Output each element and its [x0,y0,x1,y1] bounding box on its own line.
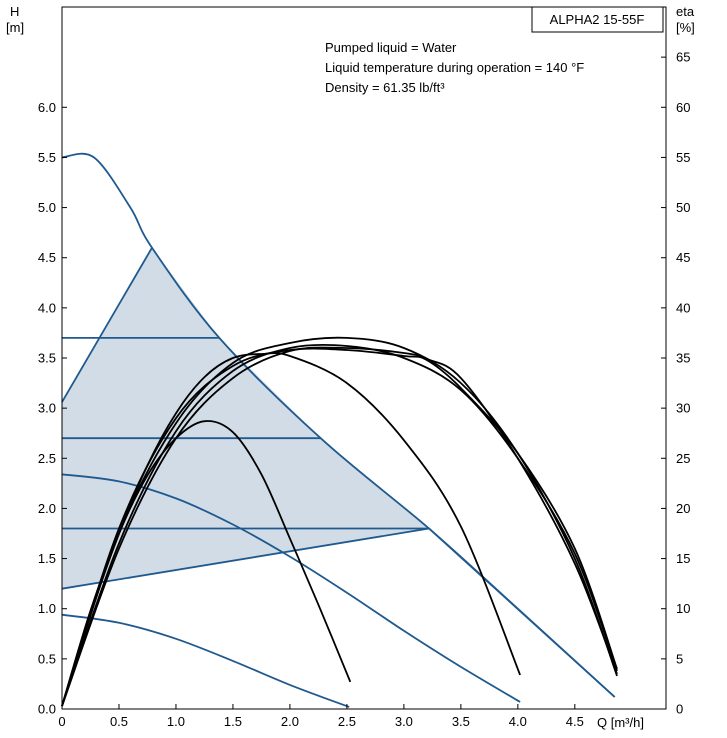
y-right-tick-label: 65 [676,50,690,65]
x-tick-label: 4.0 [509,714,527,729]
efficiency-curve-6 [61,347,618,707]
y-right-tick-label: 5 [676,651,683,666]
y-left-title-line2: [m] [6,20,24,35]
y-left-tick-label: 4.0 [38,300,56,315]
y-left-tick-label: 0.5 [38,651,56,666]
ticks-layer: 0 0.5 1.0 1.5 2.0 2.5 3.0 3.5 4.0 4.5 0.0 0.5 1.0 1.5… [38,50,691,729]
y-left-tick-label: 5.0 [38,200,56,215]
y-left-tick-label: 3.5 [38,351,56,366]
x-tick-label: 3.5 [452,714,470,729]
x-tick-label: 1.0 [167,714,185,729]
x-tick-label: 0 [58,714,65,729]
y-right-tick-label: 10 [676,601,690,616]
y-right-tick-label: 0 [676,702,683,717]
operating-region-layer [62,247,429,589]
note-temperature: Liquid temperature during operation = 14… [325,60,584,75]
y-right-tick-label: 15 [676,551,690,566]
y-right-tick-label: 50 [676,200,690,215]
x-tick-label: 0.5 [110,714,128,729]
y-left-tick-label: 3.0 [38,401,56,416]
head-curve-2 [61,247,153,403]
x-tick-label: 4.5 [566,714,584,729]
y-right-tick-label: 55 [676,150,690,165]
x-tick-label: 3.0 [395,714,413,729]
efficiency-curve-5 [61,343,618,707]
y-right-title-line1: eta [676,4,695,19]
y-left-tick-label: 2.5 [38,451,56,466]
y-left-tick-label: 1.0 [38,601,56,616]
efficiency-curves-layer [61,336,618,707]
y-left-tick-label: 5.5 [38,150,56,165]
y-right-tick-label: 20 [676,501,690,516]
y-left-tick-label: 6.0 [38,100,56,115]
head-curves-layer [61,152,616,708]
x-tick-label: 2.5 [338,714,356,729]
y-left-tick-label: 0.0 [38,702,56,717]
x-tick-label: 1.5 [224,714,242,729]
y-left-tick-label: 1.5 [38,551,56,566]
head-curve-8 [61,613,350,708]
x-axis-title: Q [m³/h] [597,715,644,730]
x-tick-label: 2.0 [281,714,299,729]
y-right-tick-label: 40 [676,300,690,315]
y-left-tick-label: 4.5 [38,250,56,265]
y-right-tick-label: 60 [676,100,690,115]
operating-region [62,247,429,589]
y-left-tick-label: 2.0 [38,501,56,516]
y-right-title-line2: [%] [676,20,695,35]
efficiency-curve-3 [61,346,618,707]
y-right-tick-label: 30 [676,401,690,416]
title-box [531,6,664,33]
y-left-title-line1: H [10,4,19,19]
y-right-tick-label: 45 [676,250,690,265]
y-right-tick-label: 35 [676,351,690,366]
y-right-tick-label: 25 [676,451,690,466]
head-curve-6 [61,527,616,698]
note-liquid: Pumped liquid = Water [325,40,457,55]
chart-title: ALPHA2 15-55F [550,12,645,27]
note-density: Density = 61.35 lb/ft³ [325,80,445,95]
